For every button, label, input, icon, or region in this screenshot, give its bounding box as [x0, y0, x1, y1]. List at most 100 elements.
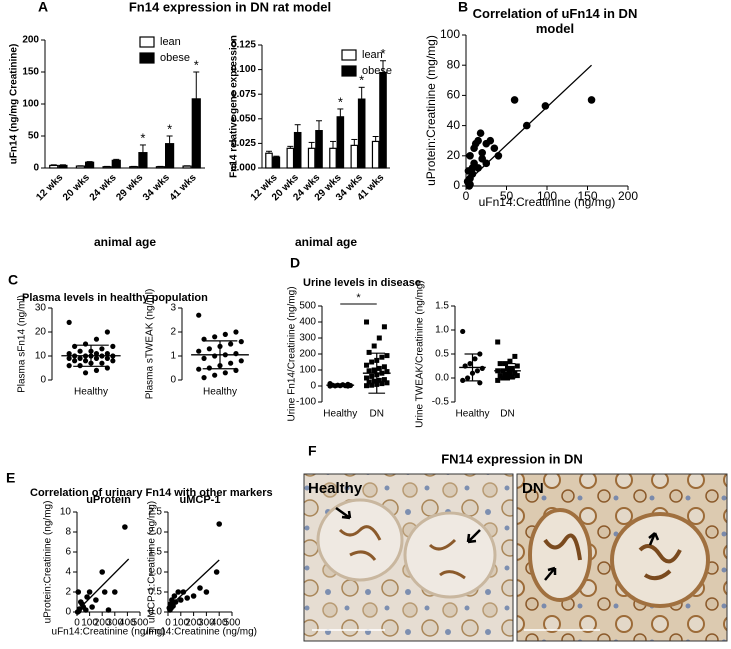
point [93, 351, 100, 357]
y-tick-label: 200 [299, 349, 316, 360]
point [238, 358, 244, 364]
bar [182, 165, 192, 169]
bar [286, 147, 295, 169]
point [112, 589, 118, 595]
point [512, 353, 518, 359]
point [93, 367, 100, 373]
point [93, 597, 99, 603]
chart: uMCP-1 0.0 0.5 1.0 1.5 2.0 2.5uMCP-1:Creatinin… [143, 494, 257, 638]
point [196, 366, 202, 372]
fit-line [76, 558, 130, 612]
bar [111, 159, 121, 169]
point [77, 355, 83, 361]
y-tick-label: 100 [299, 365, 316, 376]
point [213, 569, 220, 575]
x-tick-label: 0 [74, 618, 80, 629]
point [66, 363, 72, 369]
y-tick-label: 100 [440, 27, 460, 41]
y-axis-label: uProtein:Creatinine (mg/mg) [424, 35, 438, 186]
point [66, 355, 72, 361]
significance: * [338, 94, 343, 109]
point [369, 382, 375, 388]
point [327, 383, 333, 389]
point [180, 589, 187, 595]
point [101, 589, 108, 595]
point [222, 331, 228, 337]
point [381, 324, 387, 330]
point [364, 383, 370, 389]
point [197, 585, 203, 591]
point [376, 335, 382, 341]
point [371, 378, 377, 384]
y-tick-label: 0.0 [435, 373, 449, 384]
y-tick-label: 0 [33, 163, 39, 174]
point [172, 599, 179, 605]
y-tick-label: 0 [65, 607, 71, 618]
point [201, 355, 207, 361]
chart: A Fn14 expression in DN rat model 0 50 100 15… [9, 0, 332, 249]
chart-title: Fn14 expression in DN rat model [129, 0, 331, 14]
chart-title: Correlation of uFn14 in DN model [473, 6, 638, 36]
point [66, 351, 72, 357]
y-tick-label: 150 [22, 67, 39, 78]
x-tick-label: DN [500, 409, 514, 420]
y-tick-label: 0 [310, 381, 316, 392]
y-tick-label: 100 [22, 99, 39, 110]
point [472, 356, 478, 362]
point [206, 346, 212, 352]
panel-label: A [38, 0, 48, 15]
point [364, 362, 370, 368]
arrow [544, 566, 557, 581]
chart: -0.5 0.0 0.5 1.0 1.5 Urine TWEAK/Creatinine (… [415, 280, 521, 428]
point [228, 341, 234, 347]
point [460, 328, 466, 335]
point [110, 358, 116, 364]
point [104, 351, 110, 357]
bar [102, 166, 112, 169]
x-tick-label: 150 [577, 189, 597, 203]
y-tick-label: 6 [65, 547, 71, 558]
chart-title: Plasma levels in healthy population [22, 292, 208, 304]
point [490, 144, 499, 153]
x-tick-label: Healthy [203, 387, 237, 398]
point [477, 380, 483, 386]
bar [265, 152, 273, 169]
y-tick-label: 10 [35, 351, 47, 362]
point [203, 589, 210, 595]
point [514, 363, 520, 369]
point [478, 148, 487, 157]
point [376, 377, 382, 383]
point [465, 375, 471, 381]
y-tick-label: 1.5 [148, 547, 162, 558]
y-axis-label: uMCP-1:Creatinine (ng/mg) [147, 501, 158, 623]
y-axis-label: uProtein:Creatinine (ng/mg) [43, 501, 54, 624]
point [366, 368, 372, 374]
x-axis-label: uFn14:Creatinine (ng/mg) [143, 627, 257, 638]
point [110, 343, 116, 349]
point [99, 360, 105, 366]
x-tick-label: 34 wks [141, 172, 172, 203]
y-tick-label: 1.5 [435, 301, 449, 312]
x-axis-label: uFn14:Creatinine (ng/mg) [52, 627, 166, 638]
point [502, 371, 508, 377]
glomerulus [403, 511, 497, 599]
panel-label: D [290, 255, 300, 271]
x-tick-label: 0 [165, 618, 171, 629]
point [122, 524, 128, 530]
point [510, 96, 519, 104]
y-tick-label: 0.0 [148, 607, 162, 618]
x-tick-label: 20 wks [61, 172, 92, 203]
y-tick-label: 300 [299, 333, 316, 344]
y-tick-label: 0 [170, 375, 176, 386]
fit-line [167, 559, 220, 609]
point [460, 377, 466, 383]
fit-line [465, 64, 592, 184]
panel-label: B [458, 0, 468, 15]
y-tick-label: 1.0 [148, 567, 162, 578]
point [376, 365, 382, 371]
y-tick-label: 40 [447, 118, 461, 132]
bar [329, 147, 337, 169]
point [384, 380, 390, 386]
